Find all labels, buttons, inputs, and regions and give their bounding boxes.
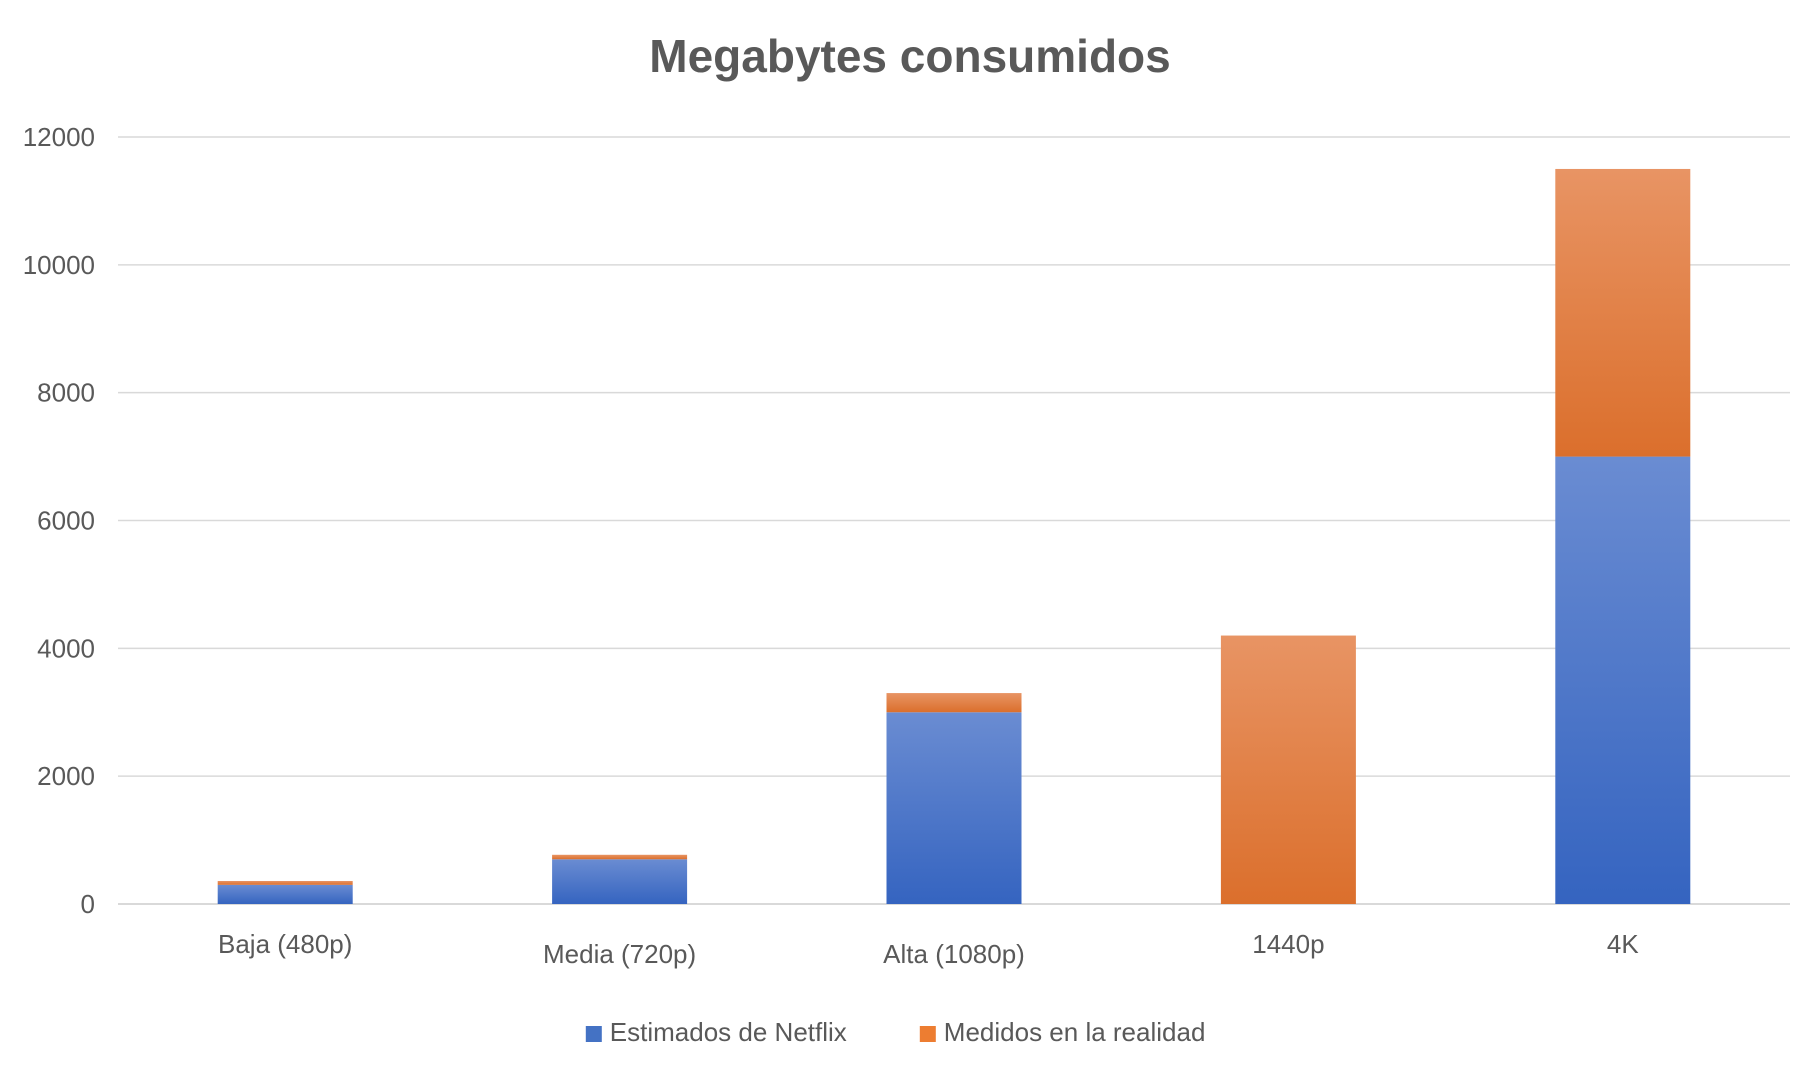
y-tick-label: 6000 (37, 506, 95, 536)
bar-segment-medidos (552, 854, 688, 860)
bars (217, 168, 1691, 904)
legend: Estimados de Netflix Medidos en la realid… (585, 1017, 1206, 1047)
y-tick-label: 10000 (23, 250, 95, 280)
y-tick-label: 4000 (37, 633, 95, 663)
x-category-label: Media (720p) (543, 939, 696, 969)
y-tick-label: 12000 (23, 122, 95, 152)
y-tick-label: 8000 (37, 378, 95, 408)
bar-segment-medidos (1220, 635, 1356, 904)
x-category-label: Baja (480p) (218, 929, 352, 959)
gridlines (118, 136, 1790, 905)
y-tick-label: 0 (81, 889, 95, 919)
chart-title: Megabytes consumidos (649, 30, 1170, 82)
bar-segment-medidos (886, 693, 1022, 713)
y-axis-tick-labels: 0 2000 4000 6000 8000 10000 12000 (23, 122, 95, 919)
legend-swatch (585, 1026, 602, 1042)
x-category-label: 4K (1607, 929, 1639, 959)
legend-label: Medidos en la realidad (944, 1017, 1206, 1047)
bar-segment-medidos (1555, 168, 1691, 457)
bar-segment-estimados (552, 859, 688, 904)
bar-segment-estimados (217, 884, 353, 904)
y-tick-label: 2000 (37, 761, 95, 791)
x-axis-category-labels: Baja (480p) Media (720p) Alta (1080p) 1440p… (218, 929, 1639, 969)
x-category-label: 1440p (1252, 929, 1324, 959)
legend-label: Estimados de Netflix (610, 1017, 847, 1047)
legend-swatch (919, 1026, 936, 1042)
bar-segment-medidos (217, 880, 353, 885)
bar-segment-estimados (886, 712, 1022, 904)
bar-segment-estimados (1555, 456, 1691, 904)
x-category-label: Alta (1080p) (883, 939, 1025, 969)
